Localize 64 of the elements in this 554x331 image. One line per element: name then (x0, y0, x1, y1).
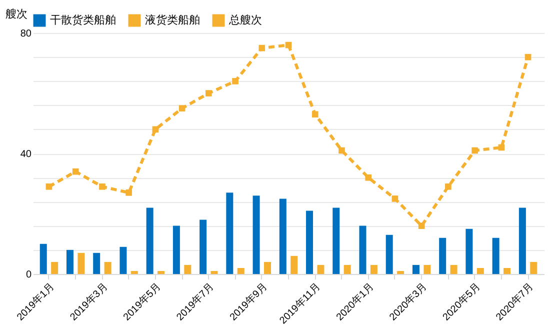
bar (78, 252, 85, 274)
bar (120, 246, 127, 274)
bar (252, 196, 260, 274)
bar (344, 264, 351, 274)
point (392, 196, 398, 202)
point (152, 126, 159, 133)
bar (210, 270, 218, 274)
bar (104, 262, 112, 274)
bar (290, 256, 298, 274)
bar (237, 268, 244, 274)
bar (439, 238, 446, 274)
bar (386, 234, 393, 274)
point (472, 147, 478, 154)
bar (412, 264, 420, 274)
bar (200, 220, 207, 274)
bar (359, 226, 366, 274)
point (418, 222, 425, 229)
bar (476, 268, 484, 274)
point (285, 42, 292, 48)
bar (40, 244, 47, 274)
bar (504, 268, 511, 274)
point (72, 168, 79, 175)
y-tick-label: 80 (20, 28, 32, 40)
bar (332, 208, 340, 274)
point (205, 90, 212, 96)
point (498, 144, 505, 151)
point (126, 190, 132, 196)
bar (264, 262, 271, 274)
bar (466, 228, 473, 274)
legend-label: 干散货类船舶 (50, 14, 116, 27)
bar (492, 238, 500, 274)
bar (158, 270, 165, 274)
point (258, 44, 266, 52)
point (338, 147, 345, 154)
point (524, 54, 532, 60)
y-tick-label: 40 (20, 149, 32, 160)
point (312, 111, 318, 118)
y-tick-label: 0 (26, 270, 32, 280)
bar (184, 264, 192, 274)
legend-label: 总艘次 (228, 14, 262, 27)
bar (279, 198, 286, 274)
bar (51, 262, 58, 274)
bar (226, 192, 234, 274)
point (232, 78, 238, 84)
y-axis-title: 艘次 (6, 8, 28, 20)
point (46, 183, 52, 190)
bar (424, 264, 431, 274)
point (445, 183, 452, 190)
bar (397, 270, 404, 274)
bar (172, 226, 180, 274)
bar (93, 252, 100, 274)
point (365, 174, 372, 181)
bar (530, 262, 538, 274)
bar (518, 208, 526, 274)
point (178, 105, 186, 112)
bar (450, 264, 458, 274)
bar (306, 210, 314, 274)
bar (370, 264, 378, 274)
bar (130, 270, 138, 274)
bar (66, 250, 74, 274)
point (99, 183, 106, 190)
bar (146, 208, 154, 274)
legend-label: 液货类船舶 (145, 14, 200, 27)
bar (317, 264, 324, 274)
